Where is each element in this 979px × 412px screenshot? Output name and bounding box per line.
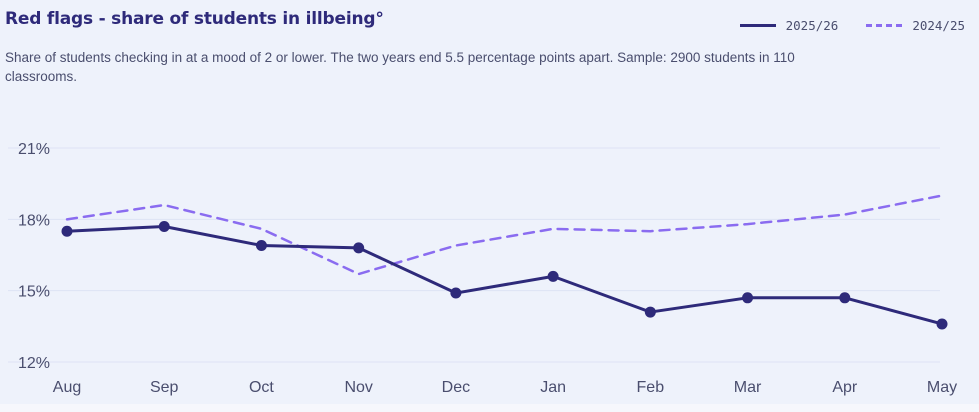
series-layer (61, 194, 948, 330)
x-axis-ticks: Aug Sep Oct Nov Dec Jan Feb Mar Apr May (53, 379, 957, 396)
x-tick-label: May (927, 379, 957, 396)
y-tick-label: 15% (18, 284, 50, 301)
x-tick-label: Aug (53, 379, 81, 396)
legend-item-2025-26: 2025/26 (739, 18, 839, 33)
x-tick-label: Jan (540, 379, 566, 396)
chart-title: Red flags - share of students in illbein… (5, 9, 384, 29)
data-point[interactable] (61, 225, 73, 237)
x-tick-label: Sep (150, 379, 179, 396)
legend-swatch-solid (739, 24, 776, 27)
x-tick-label: Feb (637, 379, 665, 396)
y-tick-label: 12% (18, 355, 50, 372)
grid-layer (8, 147, 940, 363)
legend-item-2024-25: 2024/25 (866, 18, 965, 33)
data-point[interactable] (450, 287, 462, 299)
x-tick-label: Mar (734, 379, 762, 396)
legend-label-2024-25: 2024/25 (912, 18, 965, 33)
legend-label-2025-26: 2025/26 (785, 18, 839, 33)
data-point[interactable] (644, 306, 656, 318)
y-axis-ticks: 12% 15% 18% 21% (18, 141, 50, 372)
series-line-2024-25 (65, 194, 944, 276)
x-tick-label: Dec (442, 379, 470, 396)
data-point[interactable] (353, 242, 365, 254)
bottom-strip (0, 404, 979, 412)
y-tick-label: 18% (18, 212, 50, 229)
data-point[interactable] (936, 318, 948, 330)
y-tick-label: 21% (18, 141, 50, 158)
data-point[interactable] (839, 292, 851, 304)
data-point[interactable] (547, 270, 559, 282)
data-point[interactable] (255, 239, 267, 251)
chart-subtitle: Share of students checking in at a mood … (5, 50, 795, 84)
series-line-2025-26 (65, 224, 944, 326)
x-tick-label: Nov (344, 379, 372, 396)
chart-legend: 2025/26 2024/25 (739, 18, 965, 33)
legend-swatch-dashed (866, 24, 903, 27)
data-point[interactable] (742, 292, 754, 304)
data-point[interactable] (158, 220, 170, 232)
x-tick-label: Apr (832, 379, 858, 396)
x-tick-label: Oct (249, 379, 274, 396)
